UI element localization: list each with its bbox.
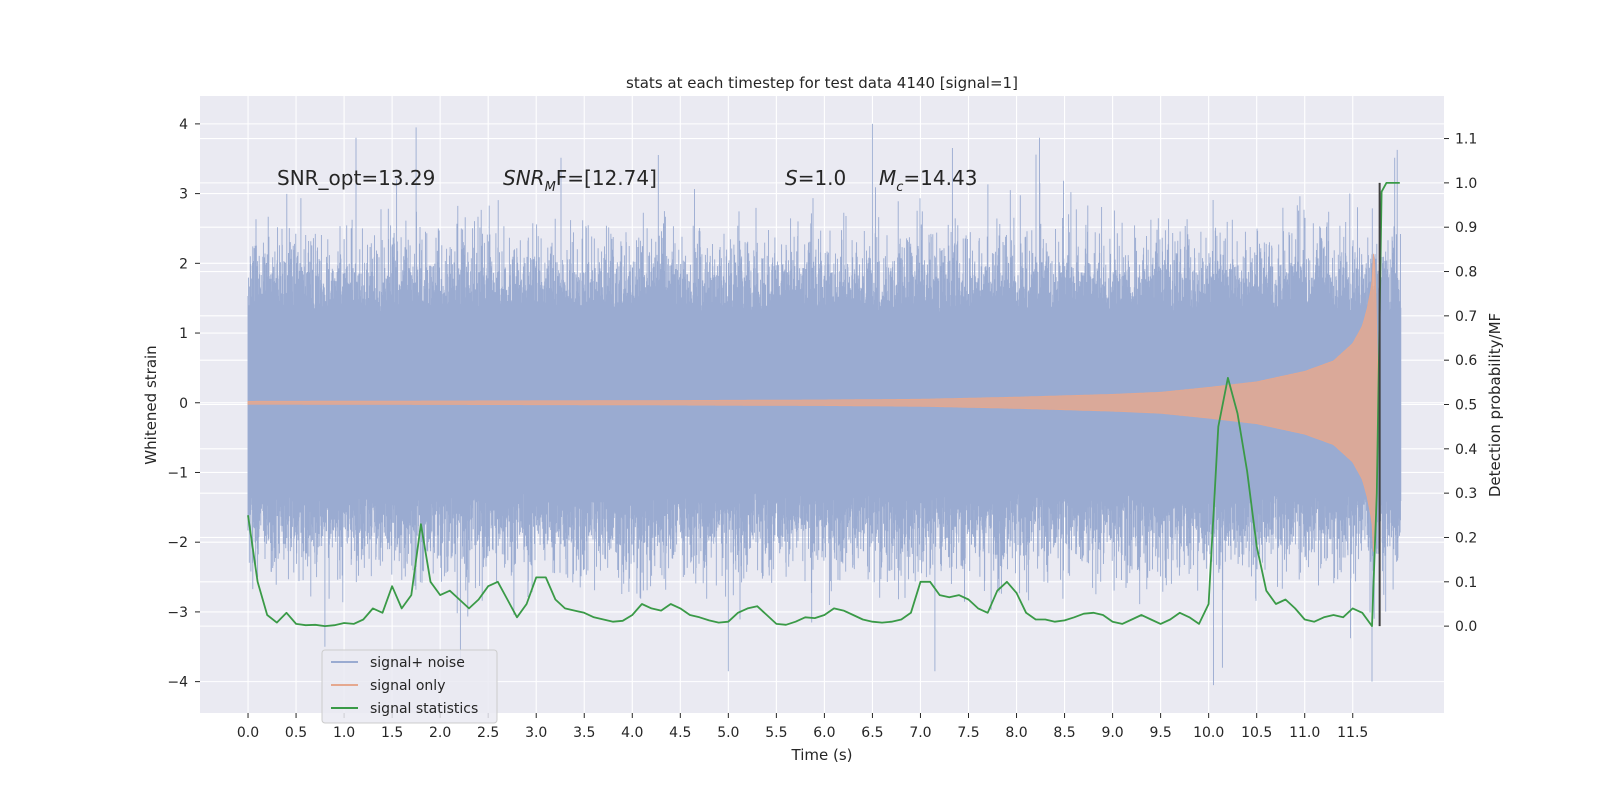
- series-signal-statistics: [247, 182, 1400, 627]
- legend-label-signal-statistics: signal statistics: [370, 701, 478, 717]
- x-tick-label: 4.0: [621, 725, 643, 741]
- y-axis-right-ticks: 0.0 0.1 0.2 0.3 0.4 0.5 0.6 0.7 0.8 0.9 1.0 1.1: [1444, 132, 1477, 635]
- annotation-snr-mf: SNRMF=[12.74]: [503, 166, 657, 195]
- annotation-snr-mf-sub: M: [545, 180, 556, 195]
- x-tick-label: 9.0: [1101, 725, 1123, 741]
- y-right-tick-label: 0.2: [1455, 530, 1477, 546]
- y-right-tick-label: 1.1: [1455, 132, 1477, 148]
- x-tick-label: 5.0: [717, 725, 739, 741]
- y-left-tick-label: 1: [179, 326, 188, 342]
- annotation-mc-main: M: [879, 166, 896, 190]
- y-left-tick-label: 0: [179, 396, 188, 412]
- y-right-tick-label: 0.0: [1455, 619, 1477, 635]
- y-right-tick-label: 0.6: [1455, 353, 1477, 369]
- legend-label-signal-noise: signal+ noise: [370, 655, 465, 671]
- x-tick-label: 8.0: [1005, 725, 1027, 741]
- x-tick-label: 2.5: [477, 725, 499, 741]
- y-axis-left-label: Whitened strain: [142, 345, 160, 464]
- annotation-snr-mf-rest: F=[12.74]: [556, 166, 657, 190]
- y-left-tick-label: −3: [167, 605, 188, 621]
- x-tick-label: 10.0: [1193, 725, 1224, 741]
- x-tick-label: 6.0: [813, 725, 835, 741]
- y-right-tick-label: 0.5: [1455, 398, 1477, 414]
- x-tick-label: 3.5: [573, 725, 595, 741]
- annotation-mc-sub: c: [896, 180, 903, 195]
- annotation-s-main: S: [785, 166, 798, 190]
- x-tick-label: 1.5: [381, 725, 403, 741]
- x-tick-label: 7.5: [957, 725, 979, 741]
- x-tick-label: 5.5: [765, 725, 787, 741]
- y-left-tick-label: −2: [167, 535, 188, 551]
- annotation-mc-rest: =14.43: [903, 166, 977, 190]
- x-tick-label: 10.5: [1241, 725, 1272, 741]
- y-left-tick-label: 2: [179, 256, 188, 272]
- x-axis-label: Time (s): [791, 746, 853, 764]
- signal-statistics-line: [247, 182, 1400, 627]
- x-tick-label: 9.5: [1149, 725, 1171, 741]
- annotation-s-rest: =1.0: [798, 166, 847, 190]
- annotation-snr-mf-main: SNR: [503, 166, 545, 190]
- y-axis-right-label: Detection probability/MF: [1486, 313, 1504, 497]
- x-tick-label: 1.0: [333, 725, 355, 741]
- x-tick-label: 11.5: [1337, 725, 1368, 741]
- annotation-s: S=1.0: [785, 166, 846, 190]
- y-right-tick-label: 0.1: [1455, 575, 1477, 591]
- y-axis-left-ticks: −4 −3 −2 −1 0 1 2 3 4: [167, 117, 200, 691]
- y-left-tick-label: −1: [167, 465, 188, 481]
- x-tick-label: 7.0: [909, 725, 931, 741]
- x-axis-ticks: 0.0 0.5 1.0 1.5 2.0 2.5 3.0 3.5 4.0 4.5 5.0 5.5 6.0 6…: [237, 713, 1368, 741]
- x-tick-label: 3.0: [525, 725, 547, 741]
- y-right-tick-label: 0.4: [1455, 442, 1477, 458]
- x-tick-label: 4.5: [669, 725, 691, 741]
- annotation-mc: Mc=14.43: [879, 166, 977, 195]
- y-right-tick-label: 0.9: [1455, 220, 1477, 236]
- x-tick-label: 2.0: [429, 725, 451, 741]
- x-tick-label: 0.5: [285, 725, 307, 741]
- x-tick-label: 0.0: [237, 725, 259, 741]
- y-right-tick-label: 0.8: [1455, 265, 1477, 281]
- y-right-tick-label: 0.7: [1455, 309, 1477, 325]
- x-tick-label: 11.0: [1289, 725, 1320, 741]
- legend-box: [321, 649, 498, 724]
- x-tick-label: 6.5: [861, 725, 883, 741]
- chart-title: stats at each timestep for test data 414…: [626, 74, 1018, 92]
- y-left-tick-label: −4: [167, 675, 188, 691]
- y-left-tick-label: 3: [179, 187, 188, 203]
- annotation-snr-opt: SNR_opt=13.29: [277, 166, 435, 190]
- x-tick-label: 8.5: [1053, 725, 1075, 741]
- y-right-tick-label: 1.0: [1455, 176, 1477, 192]
- y-right-tick-label: 0.3: [1455, 486, 1477, 502]
- y-left-tick-label: 4: [179, 117, 188, 133]
- legend: signal+ noise signal only signal statist…: [321, 649, 498, 724]
- legend-label-signal-only: signal only: [370, 678, 445, 694]
